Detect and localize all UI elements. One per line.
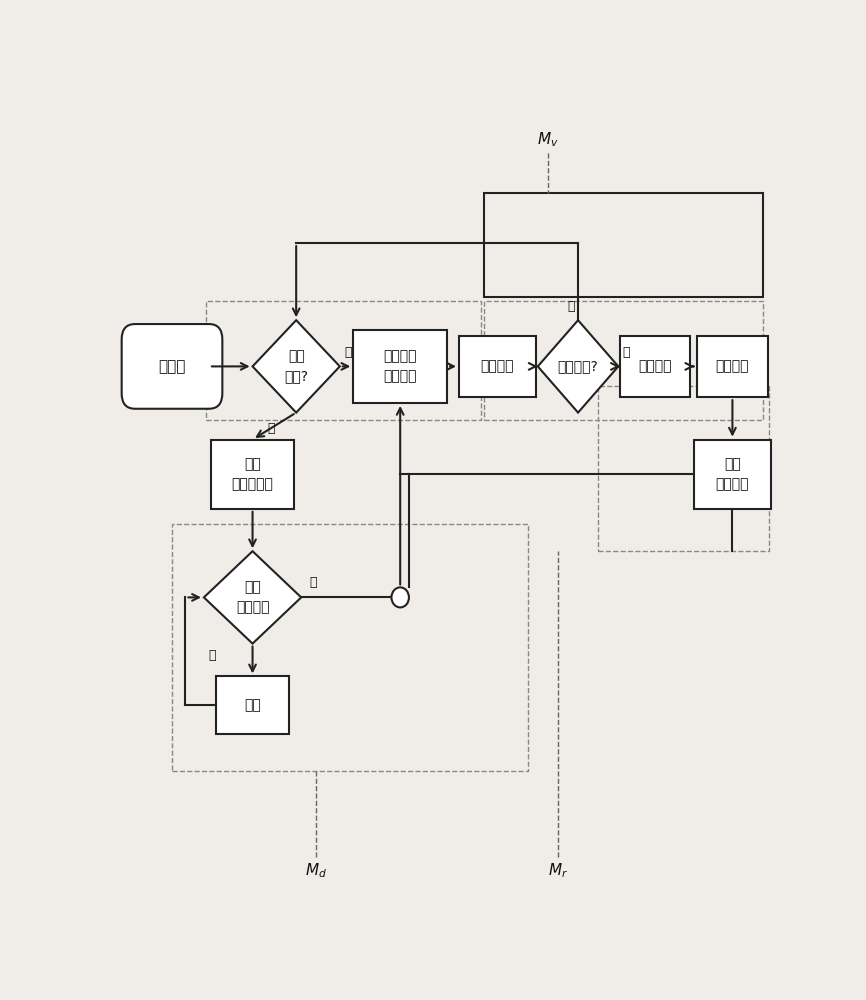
Text: 锁定马达: 锁定马达 [481, 359, 514, 373]
Bar [459, 336, 536, 397]
Bar [353, 330, 447, 403]
Bar [694, 440, 771, 509]
Bar [216, 676, 289, 734]
Text: 马达
闲置?: 马达 闲置? [284, 350, 308, 383]
Text: 马达启动?: 马达启动? [558, 359, 598, 373]
Bar [484, 301, 763, 420]
Text: 否: 否 [567, 300, 575, 313]
Text: 否: 否 [309, 576, 317, 588]
Text: 马达转至
启动角度: 马达转至 启动角度 [384, 350, 417, 383]
Bar [205, 301, 481, 420]
Circle shape [391, 587, 409, 607]
Text: 减速: 减速 [244, 698, 261, 712]
Polygon shape [204, 551, 301, 644]
Text: 是: 是 [623, 346, 630, 359]
Text: 停止驱风: 停止驱风 [715, 359, 749, 373]
Text: 是: 是 [209, 649, 216, 662]
Text: 是: 是 [344, 346, 352, 359]
Text: 初始化: 初始化 [158, 359, 185, 374]
Text: $M_r$: $M_r$ [548, 861, 568, 880]
Text: 风扇
惯性转动: 风扇 惯性转动 [715, 457, 749, 491]
Bar [210, 440, 294, 509]
Bar [620, 336, 690, 397]
Bar [697, 336, 767, 397]
Text: $M_d$: $M_d$ [306, 861, 327, 880]
FancyBboxPatch shape [121, 324, 223, 409]
Polygon shape [538, 320, 618, 413]
Bar [172, 524, 527, 771]
Text: $M_v$: $M_v$ [537, 130, 559, 149]
Polygon shape [253, 320, 339, 413]
Text: 风扇
受外力推动: 风扇 受外力推动 [231, 457, 274, 491]
Bar [598, 386, 769, 551]
Bar [484, 193, 763, 297]
Text: 转速
大于限值: 转速 大于限值 [236, 581, 269, 614]
Text: 否: 否 [267, 422, 275, 434]
Text: 用于驱风: 用于驱风 [638, 359, 672, 373]
